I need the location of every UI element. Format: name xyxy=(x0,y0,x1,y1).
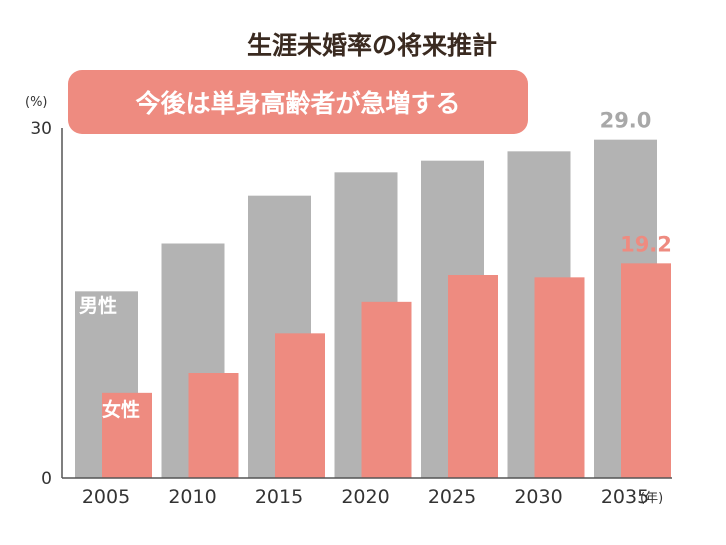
x-tick-label: 2015 xyxy=(255,486,303,508)
series-label-male: 男性 xyxy=(79,294,117,317)
bars-group xyxy=(75,139,671,479)
chart-title: 生涯未婚率の将来推計 xyxy=(247,31,497,60)
y-tick-labels: 0 30 xyxy=(30,119,52,489)
series-label-female: 女性 xyxy=(102,398,140,421)
data-label-male: 29.0 xyxy=(600,109,652,133)
subtitle-banner-background xyxy=(68,70,528,134)
bar-female-2015 xyxy=(275,333,325,478)
subtitle-banner: 今後は単身高齢者が急増する xyxy=(68,70,528,134)
bar-female-2030 xyxy=(534,277,585,478)
y-axis-unit: (%) xyxy=(25,95,48,110)
x-tick-label: 2005 xyxy=(82,486,130,508)
bar-female-2005 xyxy=(102,392,152,478)
x-tick-label: 2010 xyxy=(168,486,216,508)
bar-female-2020 xyxy=(361,301,412,478)
data-label-female: 19.2 xyxy=(620,232,672,256)
x-tick-labels: 2005 2010 2015 2020 2025 2030 2035 xyxy=(82,486,649,508)
x-tick-label: 2035 xyxy=(601,486,649,508)
chart-subtitle: 今後は単身高齢者が急増する xyxy=(135,89,460,118)
x-tick-label: 2025 xyxy=(428,486,476,508)
y-tick-label: 0 xyxy=(41,469,52,489)
bar-female-2035 xyxy=(621,263,671,478)
bar-female-2010 xyxy=(188,373,239,478)
y-tick-label: 30 xyxy=(30,119,52,139)
data-labels: 29.0 19.2 xyxy=(600,109,672,257)
x-tick-label: 2020 xyxy=(341,486,389,508)
x-axis-unit: (年) xyxy=(640,491,663,506)
x-tick-label: 2030 xyxy=(514,486,562,508)
bar-female-2025 xyxy=(448,275,498,478)
